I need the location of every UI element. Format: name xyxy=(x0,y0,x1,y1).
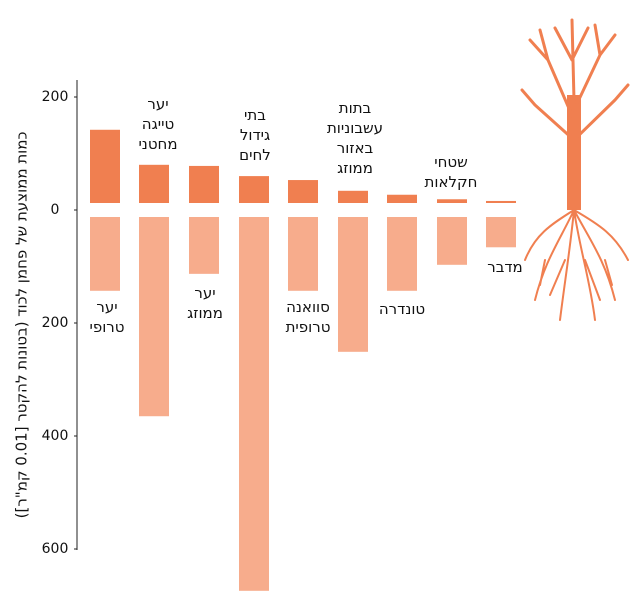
y-tick-label: 200 xyxy=(42,89,69,105)
below-ground-bar xyxy=(288,217,318,291)
above-ground-bar xyxy=(387,195,417,203)
above-ground-bar xyxy=(189,166,219,203)
y-tick-label: 400 xyxy=(42,428,69,444)
below-ground-bar xyxy=(387,217,417,291)
y-tick-label: 0 xyxy=(51,202,60,218)
y-tick-label: 200 xyxy=(42,315,69,331)
below-ground-bar xyxy=(139,217,169,416)
below-ground-bar xyxy=(90,217,120,291)
above-ground-bar xyxy=(139,165,169,203)
y-axis-label: כמות ממוצעת של פחמן לכוד (בטונות להקטר [… xyxy=(13,132,31,519)
above-ground-bar xyxy=(486,201,516,203)
below-ground-bar xyxy=(239,217,269,591)
below-ground-bar xyxy=(486,217,516,247)
chart: 600 400 200 0 200 כמות ממוצעת של פחמן לכוד (ב… xyxy=(0,0,632,593)
above-ground-bar xyxy=(90,130,120,203)
category-label: מדבר xyxy=(487,258,523,276)
below-ground-bar xyxy=(189,217,219,274)
category-label: טונדרה xyxy=(379,300,425,318)
tree-illustration xyxy=(522,20,628,320)
above-ground-bar xyxy=(338,191,368,203)
page: {"chart_data": { "type": "diverging-bar"… xyxy=(0,0,632,593)
above-ground-bar xyxy=(288,180,318,203)
y-tick-label: 600 xyxy=(42,541,69,557)
above-ground-bar xyxy=(239,176,269,203)
below-ground-bar xyxy=(338,217,368,352)
below-ground-bar xyxy=(437,217,467,265)
above-ground-bar xyxy=(437,199,467,203)
